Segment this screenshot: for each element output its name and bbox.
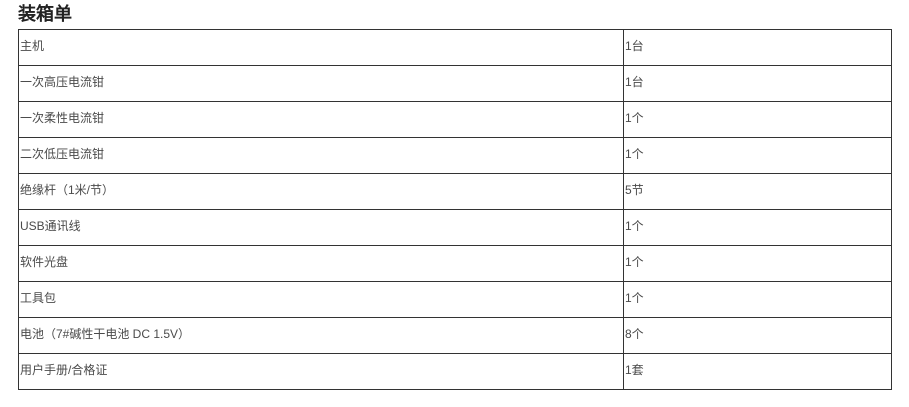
packing-list-table: 主机 1台 一次高压电流钳 1台 一次柔性电流钳 1个 二次低压电流钳 1个 绝… [18, 29, 892, 390]
table-row: 用户手册/合格证 1套 [18, 353, 892, 390]
item-cell: 软件光盘 [18, 245, 624, 282]
item-cell: 电池（7#碱性干电池 DC 1.5V） [18, 317, 624, 354]
qty-cell: 1个 [623, 209, 892, 246]
qty-cell: 1个 [623, 245, 892, 282]
qty-cell: 8个 [623, 317, 892, 354]
qty-cell: 1套 [623, 353, 892, 390]
qty-cell: 5节 [623, 173, 892, 210]
qty-cell: 1台 [623, 65, 892, 102]
qty-cell: 1个 [623, 137, 892, 174]
table-row: USB通讯线 1个 [18, 209, 892, 246]
table-row: 主机 1台 [18, 29, 892, 66]
item-cell: 主机 [18, 29, 624, 66]
qty-cell: 1个 [623, 281, 892, 318]
item-cell: 二次低压电流钳 [18, 137, 624, 174]
table-row: 二次低压电流钳 1个 [18, 137, 892, 174]
qty-cell: 1台 [623, 29, 892, 66]
table-row: 软件光盘 1个 [18, 245, 892, 282]
item-cell: 绝缘杆（1米/节） [18, 173, 624, 210]
item-cell: 一次高压电流钳 [18, 65, 624, 102]
page-title: 装箱单 [18, 4, 72, 24]
table-row: 工具包 1个 [18, 281, 892, 318]
qty-cell: 1个 [623, 101, 892, 138]
table-row: 一次柔性电流钳 1个 [18, 101, 892, 138]
item-cell: 一次柔性电流钳 [18, 101, 624, 138]
table-row: 一次高压电流钳 1台 [18, 65, 892, 102]
item-cell: 工具包 [18, 281, 624, 318]
item-cell: USB通讯线 [18, 209, 624, 246]
table-row: 电池（7#碱性干电池 DC 1.5V） 8个 [18, 317, 892, 354]
packing-table-body: 主机 1台 一次高压电流钳 1台 一次柔性电流钳 1个 二次低压电流钳 1个 绝… [18, 29, 892, 390]
table-row: 绝缘杆（1米/节） 5节 [18, 173, 892, 210]
item-cell: 用户手册/合格证 [18, 353, 624, 390]
